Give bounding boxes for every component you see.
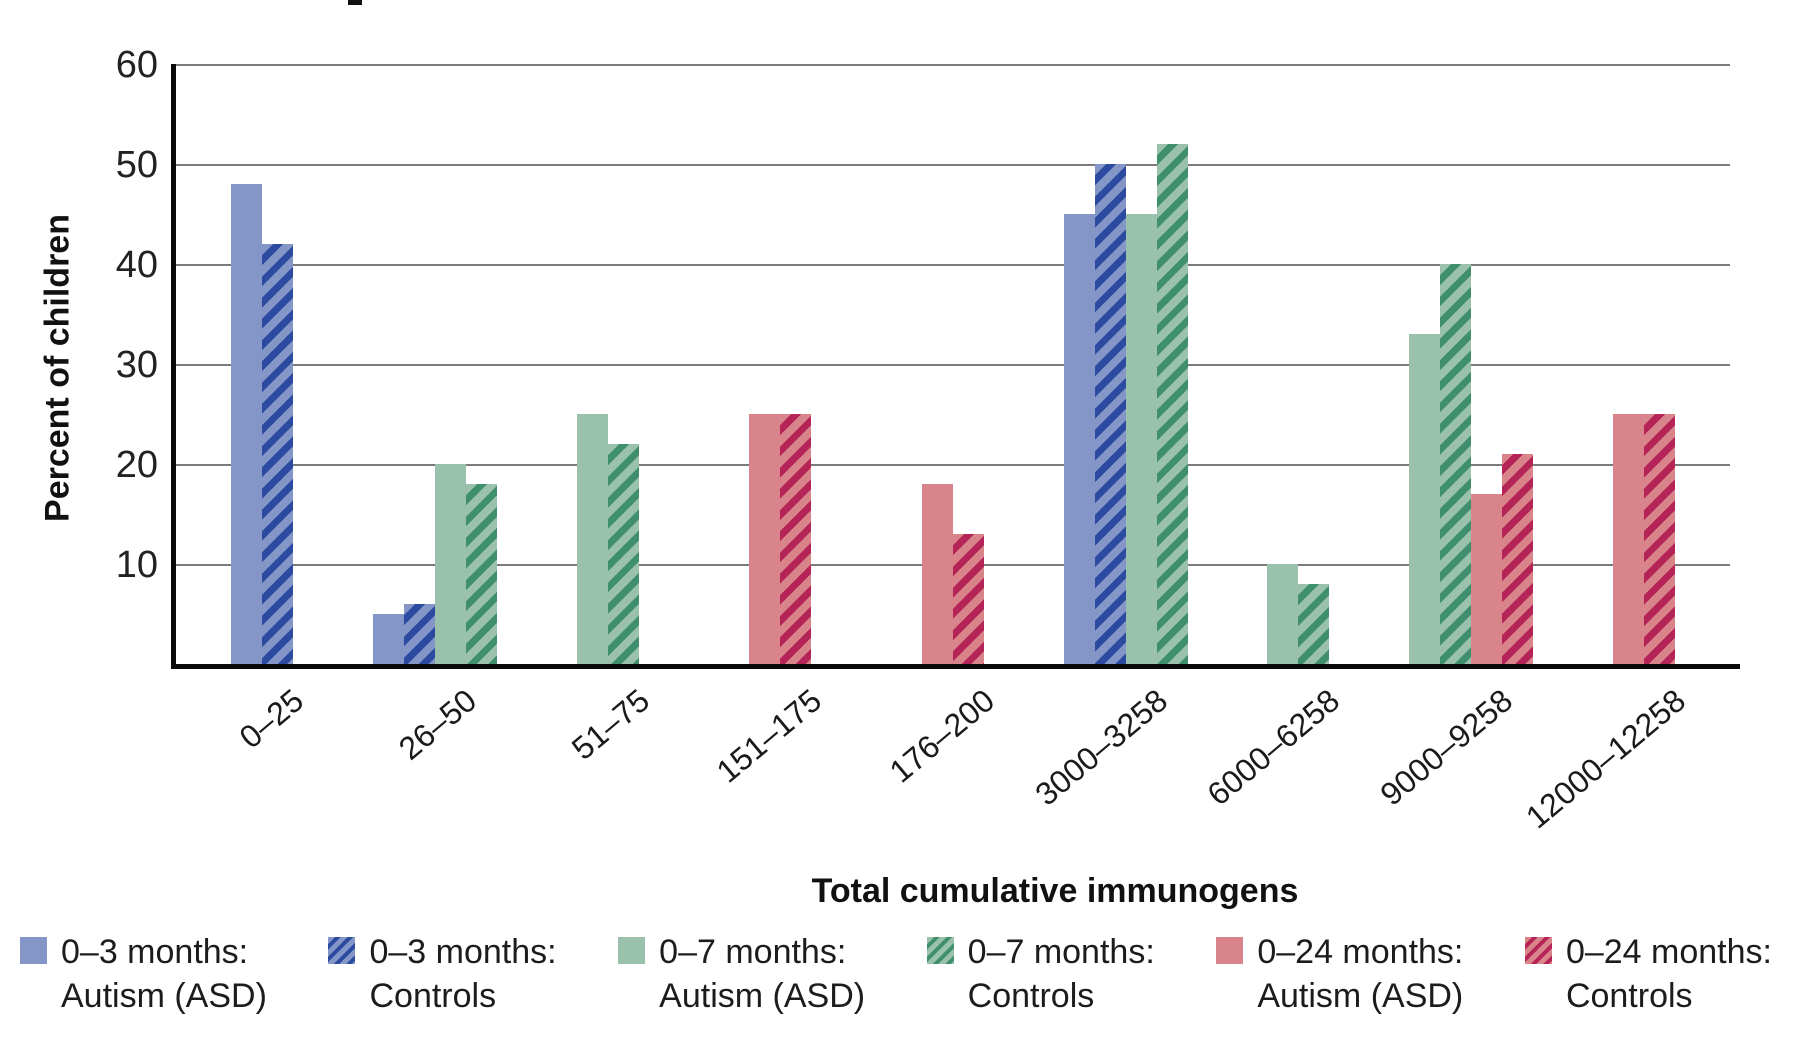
- legend-item: 0–3 months: Controls: [328, 930, 557, 1018]
- y-tick-label: 10: [115, 544, 158, 586]
- legend-item: 0–24 months: Autism (ASD): [1216, 930, 1463, 1018]
- bar: [1440, 264, 1471, 664]
- bar: [922, 484, 953, 664]
- bar: [749, 414, 781, 664]
- legend-item: 0–7 months: Autism (ASD): [618, 930, 865, 1018]
- legend-label: 0–3 months: Autism (ASD): [61, 933, 267, 1015]
- bar: [435, 464, 466, 664]
- bar: [1471, 494, 1502, 664]
- bar: [1612, 414, 1644, 664]
- legend-label: 0–7 months: Autism (ASD): [659, 933, 866, 1015]
- x-tick-label: 12000–12258: [1518, 682, 1692, 836]
- bar: [373, 614, 404, 664]
- bar: [780, 414, 812, 664]
- bar: [1063, 214, 1095, 664]
- bar: [953, 534, 984, 664]
- solid-swatch-icon: [618, 937, 646, 964]
- y-tick-label: 40: [115, 244, 158, 286]
- legend-label: 0–7 months: Controls: [967, 933, 1155, 1015]
- legend-label: 0–3 months: Controls: [369, 933, 557, 1015]
- legend: 0–3 months: Autism (ASD) 0–3 months: Contro…: [20, 930, 1772, 1018]
- bar: [231, 184, 263, 664]
- bar: [1094, 164, 1126, 664]
- x-tick-label: 51–75: [564, 682, 656, 767]
- legend-label: 0–24 months: Controls: [1565, 933, 1772, 1015]
- bar: [1156, 144, 1188, 664]
- bar: [1298, 584, 1330, 664]
- gridline-50: [176, 164, 1730, 166]
- bar: [1502, 454, 1533, 664]
- gridline-60: [176, 64, 1730, 66]
- x-tick-label: 0–25: [232, 682, 311, 756]
- legend-item: 0–7 months: Controls: [926, 930, 1155, 1018]
- solid-swatch-icon: [1216, 937, 1244, 964]
- bar: [1267, 564, 1299, 664]
- bar: [1409, 334, 1440, 664]
- bar: [404, 604, 435, 664]
- y-tick-label: 60: [115, 44, 158, 86]
- gridline-40: [176, 264, 1730, 266]
- hatched-swatch-icon: [1524, 937, 1552, 964]
- y-axis-line: [171, 64, 176, 669]
- cropped-title-fragment: [348, 0, 362, 5]
- x-tick-label: 176–200: [882, 682, 1002, 790]
- x-axis-title: Total cumulative immunogens: [811, 872, 1299, 910]
- gridline-30: [176, 364, 1730, 366]
- bar: [262, 244, 294, 664]
- legend-item: 0–3 months: Autism (ASD): [20, 930, 267, 1018]
- x-tick-label: 9000–9258: [1373, 682, 1520, 813]
- bar: [466, 484, 497, 664]
- y-tick-label: 30: [115, 344, 158, 386]
- hatched-swatch-icon: [328, 937, 356, 964]
- hatched-swatch-icon: [926, 937, 954, 964]
- x-tick-label: 151–175: [709, 682, 829, 790]
- x-tick-label: 6000–6258: [1200, 682, 1347, 813]
- x-tick-label: 3000–3258: [1027, 682, 1174, 813]
- legend-item: 0–24 months: Controls: [1524, 930, 1772, 1018]
- y-tick-label: 50: [115, 144, 158, 186]
- bar: [576, 414, 608, 664]
- legend-label: 0–24 months: Autism (ASD): [1257, 933, 1464, 1015]
- bar: [1643, 414, 1675, 664]
- y-tick-label: 20: [115, 444, 158, 486]
- x-axis-line: [171, 664, 1740, 669]
- bar: [1125, 214, 1157, 664]
- solid-swatch-icon: [20, 937, 47, 964]
- x-tick-label: 26–50: [391, 682, 484, 767]
- gridline-20: [176, 464, 1730, 466]
- bar: [607, 444, 639, 664]
